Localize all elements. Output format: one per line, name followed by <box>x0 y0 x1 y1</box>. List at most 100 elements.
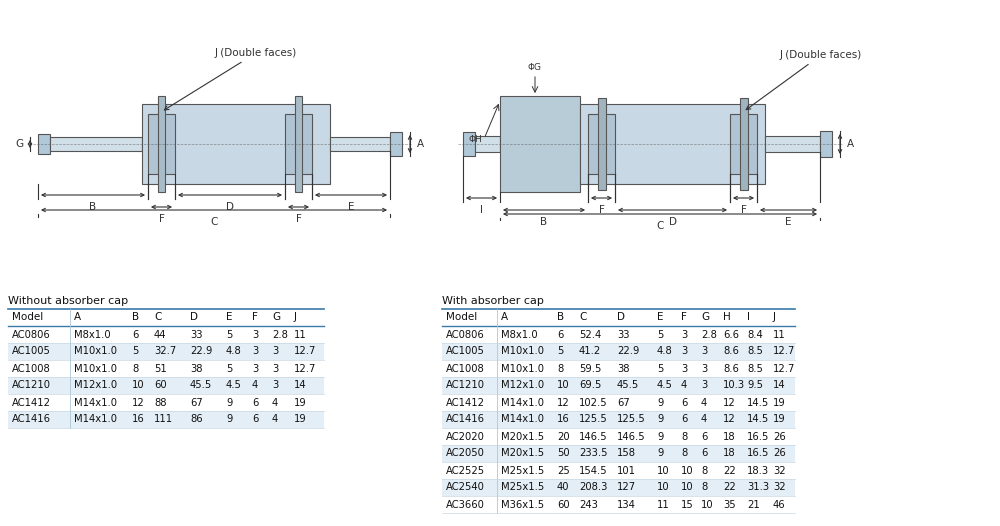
Text: 154.5: 154.5 <box>579 466 608 476</box>
Bar <box>588 114 615 174</box>
Text: 32: 32 <box>773 466 786 476</box>
Text: 59.5: 59.5 <box>579 363 601 373</box>
Text: 45.5: 45.5 <box>617 380 639 390</box>
Text: 60: 60 <box>557 500 570 510</box>
Text: 12: 12 <box>723 398 736 408</box>
Text: ΦG: ΦG <box>528 63 542 72</box>
Text: 9: 9 <box>657 414 663 424</box>
Text: 6: 6 <box>252 398 258 408</box>
Text: E: E <box>657 312 664 322</box>
Text: A: A <box>847 139 854 149</box>
Text: 31.3: 31.3 <box>747 482 769 492</box>
Text: 9.5: 9.5 <box>747 380 763 390</box>
Text: 33: 33 <box>617 329 630 339</box>
Bar <box>390 132 402 156</box>
Text: 6: 6 <box>701 449 707 459</box>
Text: M20x1.5: M20x1.5 <box>501 449 544 459</box>
Text: 12.7: 12.7 <box>294 363 316 373</box>
Text: 8.6: 8.6 <box>723 363 739 373</box>
Bar <box>442 411 795 428</box>
Text: A: A <box>501 312 508 322</box>
Bar <box>463 132 475 156</box>
Text: 15: 15 <box>681 500 694 510</box>
Text: 22: 22 <box>723 466 736 476</box>
Bar <box>148 114 175 174</box>
Text: E: E <box>348 202 354 212</box>
Text: 9: 9 <box>226 398 232 408</box>
Bar <box>50 137 142 151</box>
Text: AC1416: AC1416 <box>12 414 51 424</box>
Text: 4: 4 <box>272 398 278 408</box>
Text: Model: Model <box>446 312 477 322</box>
Text: M25x1.5: M25x1.5 <box>501 466 544 476</box>
Text: A: A <box>417 139 424 149</box>
Text: I: I <box>480 205 483 215</box>
Text: AC1008: AC1008 <box>12 363 51 373</box>
Text: 12: 12 <box>723 414 736 424</box>
Text: 14: 14 <box>294 380 307 390</box>
Text: 111: 111 <box>154 414 173 424</box>
Text: 4: 4 <box>272 414 278 424</box>
Text: 60: 60 <box>154 380 167 390</box>
Bar <box>38 134 50 154</box>
Text: M10x1.0: M10x1.0 <box>74 363 117 373</box>
Text: B: B <box>557 312 564 322</box>
Text: 12: 12 <box>557 398 570 408</box>
Text: AC1210: AC1210 <box>12 380 51 390</box>
Text: 10: 10 <box>557 380 570 390</box>
Text: B: B <box>132 312 139 322</box>
Text: 8: 8 <box>681 431 687 441</box>
Text: 22: 22 <box>723 482 736 492</box>
Bar <box>442 445 795 462</box>
Text: 146.5: 146.5 <box>579 431 608 441</box>
Text: 8.4: 8.4 <box>747 329 763 339</box>
Text: G: G <box>701 312 709 322</box>
Text: I: I <box>747 312 750 322</box>
Bar <box>442 377 795 394</box>
Bar <box>158 96 165 192</box>
Text: AC2020: AC2020 <box>446 431 485 441</box>
Text: C: C <box>656 221 664 231</box>
Text: 208.3: 208.3 <box>579 482 607 492</box>
Text: 69.5: 69.5 <box>579 380 601 390</box>
Text: C: C <box>210 217 218 227</box>
Text: 19: 19 <box>773 414 786 424</box>
Text: 101: 101 <box>617 466 636 476</box>
Bar <box>442 343 795 360</box>
Text: 4: 4 <box>701 414 707 424</box>
Text: 3: 3 <box>681 347 687 357</box>
Text: 4: 4 <box>701 398 707 408</box>
Text: J: J <box>294 312 297 322</box>
Text: 233.5: 233.5 <box>579 449 608 459</box>
Text: 10: 10 <box>657 482 670 492</box>
Text: M14x1.0: M14x1.0 <box>74 414 117 424</box>
Text: 3: 3 <box>272 347 278 357</box>
Text: 16: 16 <box>557 414 570 424</box>
Text: 3: 3 <box>272 380 278 390</box>
Text: 50: 50 <box>557 449 570 459</box>
Text: J (Double faces): J (Double faces) <box>746 50 862 109</box>
Text: AC1412: AC1412 <box>446 398 485 408</box>
Text: AC1416: AC1416 <box>446 414 485 424</box>
Text: 10: 10 <box>681 482 694 492</box>
Text: 38: 38 <box>190 363 202 373</box>
Text: 3: 3 <box>252 347 258 357</box>
Text: 18: 18 <box>723 431 736 441</box>
Text: AC2540: AC2540 <box>446 482 485 492</box>
Text: 8.5: 8.5 <box>747 363 763 373</box>
Bar <box>820 131 832 157</box>
Text: 11: 11 <box>294 329 307 339</box>
Text: 102.5: 102.5 <box>579 398 608 408</box>
Text: AC3660: AC3660 <box>446 500 485 510</box>
Bar <box>285 114 312 174</box>
Text: AC1008: AC1008 <box>446 363 485 373</box>
Text: 10: 10 <box>701 500 714 510</box>
Text: 32.7: 32.7 <box>154 347 176 357</box>
Text: F: F <box>681 312 687 322</box>
Text: 8: 8 <box>701 466 707 476</box>
Bar <box>8 411 324 428</box>
Text: B: B <box>540 217 548 227</box>
Text: A: A <box>74 312 81 322</box>
Text: M10x1.0: M10x1.0 <box>501 363 544 373</box>
Text: 22.9: 22.9 <box>617 347 639 357</box>
